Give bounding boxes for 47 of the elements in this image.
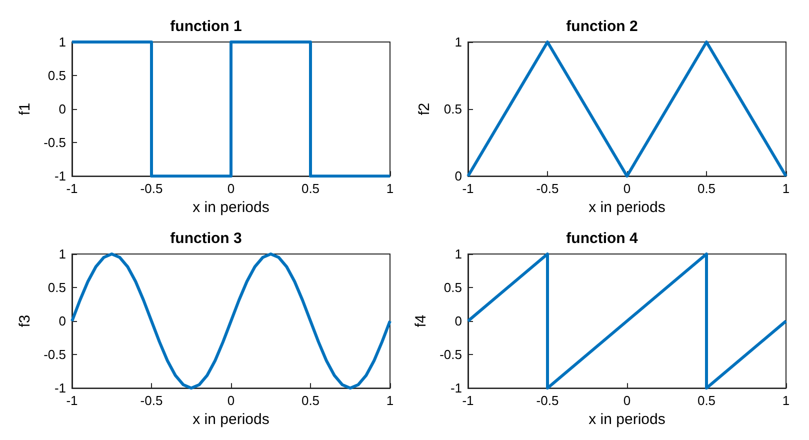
x-tick-label: 0 xyxy=(623,393,631,408)
y-axis-title: f2 xyxy=(416,102,433,116)
x-tick-label: 0.5 xyxy=(697,181,716,196)
x-tick-label: -0.5 xyxy=(536,181,559,196)
y-tick-label: 0.5 xyxy=(48,68,66,84)
y-tick-label: 0 xyxy=(454,168,462,184)
chart-title: function 3 xyxy=(170,230,242,247)
y-tick-label: 1 xyxy=(58,34,66,50)
x-tick-label: 0 xyxy=(227,393,235,408)
y-tick-label: -0.5 xyxy=(44,135,66,150)
y-tick-label: 0.5 xyxy=(444,102,462,117)
x-tick-label: 0.5 xyxy=(301,393,320,408)
chart-title: function 4 xyxy=(566,230,638,247)
x-tick-label: 1 xyxy=(386,181,394,196)
y-tick-label: 0.5 xyxy=(444,280,462,296)
x-tick-label: 1 xyxy=(782,393,790,408)
x-tick-label: 0 xyxy=(623,181,631,196)
y-tick-label: -1 xyxy=(54,380,66,396)
y-tick-label: 1 xyxy=(454,246,462,262)
y-tick-label: -1 xyxy=(54,168,66,184)
x-axis-title: x in periods xyxy=(588,411,666,428)
y-tick-label: 1 xyxy=(58,246,66,262)
chart-title: function 1 xyxy=(170,18,242,35)
y-axis-title: f4 xyxy=(412,314,430,328)
y-tick-label: 0 xyxy=(58,102,66,117)
x-tick-label: -0.5 xyxy=(140,393,163,408)
y-tick-label: -1 xyxy=(450,380,462,396)
x-tick-label: -0.5 xyxy=(140,181,163,196)
y-tick-label: 0.5 xyxy=(48,280,66,296)
y-tick-label: -0.5 xyxy=(44,347,66,362)
y-tick-label: 0 xyxy=(454,314,462,329)
x-tick-label: 0 xyxy=(227,181,235,196)
x-tick-label: 0.5 xyxy=(697,393,716,408)
y-tick-label: 1 xyxy=(454,34,462,50)
y-tick-label: -0.5 xyxy=(440,347,462,362)
x-axis-title: x in periods xyxy=(588,199,666,216)
line-series xyxy=(70,252,392,390)
chart-title: function 2 xyxy=(566,18,638,35)
x-tick-label: 0.5 xyxy=(301,181,320,196)
x-tick-label: -0.5 xyxy=(536,393,559,408)
x-axis-title: x in periods xyxy=(192,199,270,216)
x-tick-label: 1 xyxy=(782,181,790,196)
x-axis-title: x in periods xyxy=(192,411,270,428)
y-axis-title: f3 xyxy=(16,314,34,328)
y-tick-label: 0 xyxy=(58,314,66,329)
y-axis-title: f1 xyxy=(16,102,34,116)
x-tick-label: 1 xyxy=(386,393,394,408)
